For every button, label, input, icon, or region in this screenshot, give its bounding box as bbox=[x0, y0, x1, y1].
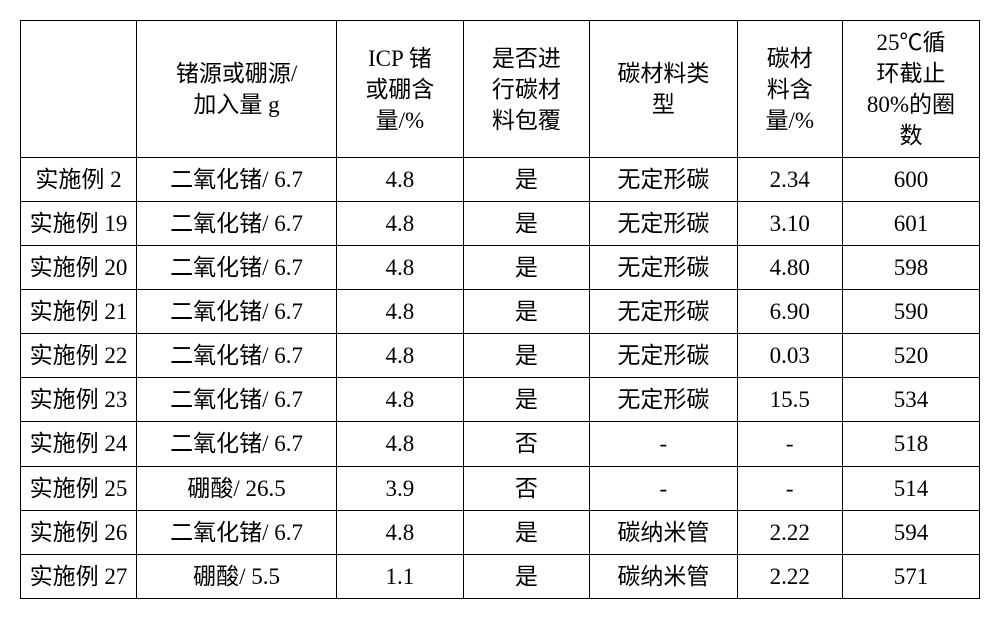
cell: - bbox=[737, 466, 842, 510]
table-body: 实施例 2 二氧化锗/ 6.7 4.8 是 无定形碳 2.34 600 实施例 … bbox=[21, 158, 980, 598]
col-header: 碳材料含量/% bbox=[737, 21, 842, 158]
col-header: 锗源或硼源/加入量 g bbox=[136, 21, 336, 158]
cell: 1.1 bbox=[337, 554, 463, 598]
cell: 碳纳米管 bbox=[590, 510, 738, 554]
cell: 520 bbox=[842, 334, 979, 378]
table-row: 实施例 20 二氧化锗/ 6.7 4.8 是 无定形碳 4.80 598 bbox=[21, 246, 980, 290]
cell: 4.8 bbox=[337, 202, 463, 246]
cell: 二氧化锗/ 6.7 bbox=[136, 422, 336, 466]
cell: 是 bbox=[463, 378, 589, 422]
cell: 是 bbox=[463, 158, 589, 202]
cell: 无定形碳 bbox=[590, 378, 738, 422]
data-table: 锗源或硼源/加入量 g ICP 锗或硼含量/% 是否进行碳材料包覆 碳材料类型 … bbox=[20, 20, 980, 599]
cell: 3.10 bbox=[737, 202, 842, 246]
cell: 实施例 27 bbox=[21, 554, 137, 598]
col-header bbox=[21, 21, 137, 158]
cell: 2.22 bbox=[737, 554, 842, 598]
cell: 601 bbox=[842, 202, 979, 246]
cell: 硼酸/ 26.5 bbox=[136, 466, 336, 510]
cell: 是 bbox=[463, 202, 589, 246]
cell: 无定形碳 bbox=[590, 334, 738, 378]
cell: - bbox=[590, 466, 738, 510]
cell: 571 bbox=[842, 554, 979, 598]
cell: 4.8 bbox=[337, 378, 463, 422]
cell: 实施例 20 bbox=[21, 246, 137, 290]
table-row: 实施例 21 二氧化锗/ 6.7 4.8 是 无定形碳 6.90 590 bbox=[21, 290, 980, 334]
cell: 是 bbox=[463, 554, 589, 598]
table-row: 实施例 24 二氧化锗/ 6.7 4.8 否 - - 518 bbox=[21, 422, 980, 466]
cell: 2.34 bbox=[737, 158, 842, 202]
cell: 是 bbox=[463, 246, 589, 290]
cell: - bbox=[590, 422, 738, 466]
col-header: 是否进行碳材料包覆 bbox=[463, 21, 589, 158]
cell: 4.8 bbox=[337, 158, 463, 202]
cell: 二氧化锗/ 6.7 bbox=[136, 378, 336, 422]
cell: 534 bbox=[842, 378, 979, 422]
cell: 4.8 bbox=[337, 510, 463, 554]
cell: 二氧化锗/ 6.7 bbox=[136, 246, 336, 290]
cell: 4.8 bbox=[337, 334, 463, 378]
cell: 无定形碳 bbox=[590, 158, 738, 202]
table-row: 实施例 25 硼酸/ 26.5 3.9 否 - - 514 bbox=[21, 466, 980, 510]
cell: 实施例 24 bbox=[21, 422, 137, 466]
cell: 4.8 bbox=[337, 422, 463, 466]
table-row: 实施例 2 二氧化锗/ 6.7 4.8 是 无定形碳 2.34 600 bbox=[21, 158, 980, 202]
cell: 600 bbox=[842, 158, 979, 202]
cell: 硼酸/ 5.5 bbox=[136, 554, 336, 598]
table-row: 实施例 26 二氧化锗/ 6.7 4.8 是 碳纳米管 2.22 594 bbox=[21, 510, 980, 554]
cell: 二氧化锗/ 6.7 bbox=[136, 202, 336, 246]
cell: 无定形碳 bbox=[590, 290, 738, 334]
table-row: 实施例 19 二氧化锗/ 6.7 4.8 是 无定形碳 3.10 601 bbox=[21, 202, 980, 246]
cell: 实施例 25 bbox=[21, 466, 137, 510]
table-row: 实施例 27 硼酸/ 5.5 1.1 是 碳纳米管 2.22 571 bbox=[21, 554, 980, 598]
cell: 否 bbox=[463, 466, 589, 510]
cell: 碳纳米管 bbox=[590, 554, 738, 598]
cell: - bbox=[737, 422, 842, 466]
col-header: 25℃循环截止80%的圈数 bbox=[842, 21, 979, 158]
cell: 4.8 bbox=[337, 290, 463, 334]
cell: 0.03 bbox=[737, 334, 842, 378]
cell: 否 bbox=[463, 422, 589, 466]
cell: 二氧化锗/ 6.7 bbox=[136, 158, 336, 202]
cell: 4.8 bbox=[337, 246, 463, 290]
cell: 实施例 19 bbox=[21, 202, 137, 246]
table-row: 实施例 23 二氧化锗/ 6.7 4.8 是 无定形碳 15.5 534 bbox=[21, 378, 980, 422]
cell: 2.22 bbox=[737, 510, 842, 554]
cell: 594 bbox=[842, 510, 979, 554]
cell: 实施例 26 bbox=[21, 510, 137, 554]
cell: 无定形碳 bbox=[590, 202, 738, 246]
cell: 无定形碳 bbox=[590, 246, 738, 290]
table-row: 实施例 22 二氧化锗/ 6.7 4.8 是 无定形碳 0.03 520 bbox=[21, 334, 980, 378]
table-header-row: 锗源或硼源/加入量 g ICP 锗或硼含量/% 是否进行碳材料包覆 碳材料类型 … bbox=[21, 21, 980, 158]
cell: 15.5 bbox=[737, 378, 842, 422]
cell: 6.90 bbox=[737, 290, 842, 334]
cell: 3.9 bbox=[337, 466, 463, 510]
cell: 实施例 2 bbox=[21, 158, 137, 202]
col-header: 碳材料类型 bbox=[590, 21, 738, 158]
cell: 二氧化锗/ 6.7 bbox=[136, 290, 336, 334]
col-header: ICP 锗或硼含量/% bbox=[337, 21, 463, 158]
cell: 实施例 22 bbox=[21, 334, 137, 378]
cell: 518 bbox=[842, 422, 979, 466]
cell: 二氧化锗/ 6.7 bbox=[136, 510, 336, 554]
cell: 514 bbox=[842, 466, 979, 510]
cell: 590 bbox=[842, 290, 979, 334]
cell: 实施例 21 bbox=[21, 290, 137, 334]
cell: 4.80 bbox=[737, 246, 842, 290]
cell: 二氧化锗/ 6.7 bbox=[136, 334, 336, 378]
cell: 实施例 23 bbox=[21, 378, 137, 422]
cell: 598 bbox=[842, 246, 979, 290]
cell: 是 bbox=[463, 334, 589, 378]
cell: 是 bbox=[463, 510, 589, 554]
cell: 是 bbox=[463, 290, 589, 334]
